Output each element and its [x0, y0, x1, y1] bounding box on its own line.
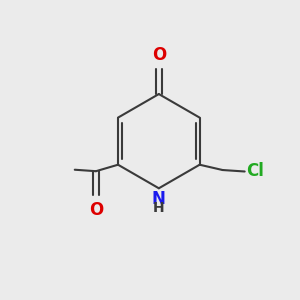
Text: Cl: Cl [246, 163, 264, 181]
Text: N: N [152, 190, 166, 208]
Text: O: O [89, 201, 103, 219]
Text: H: H [153, 201, 165, 214]
Text: O: O [152, 46, 166, 64]
